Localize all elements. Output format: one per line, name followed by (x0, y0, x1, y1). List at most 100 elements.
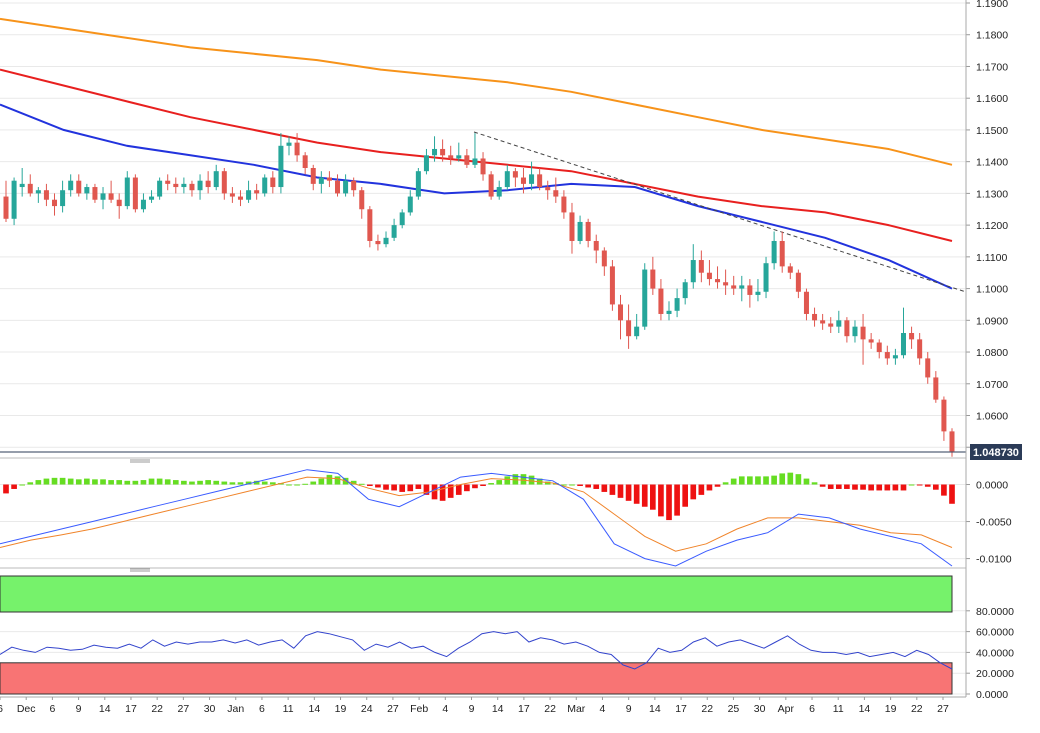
candle (900, 307, 906, 359)
candle (229, 187, 235, 203)
trendline[interactable] (473, 131, 967, 293)
candle-body (593, 240, 599, 251)
candle-body (779, 240, 785, 267)
candle (553, 177, 559, 203)
macd-histogram-bar (601, 484, 608, 492)
x-tick-label: 4 (442, 703, 448, 715)
candle (868, 333, 874, 349)
panel-resize-handle-2[interactable] (130, 567, 150, 573)
macd-histogram (3, 472, 955, 521)
candle-body (334, 180, 341, 194)
x-tick-label: 27 (937, 703, 949, 715)
candle (246, 180, 252, 203)
macd-gridlines (0, 484, 966, 560)
candle-body (76, 180, 82, 194)
candle-body (302, 155, 308, 169)
candle (828, 317, 834, 334)
resize-handle-hitbox[interactable] (130, 567, 150, 573)
candle (771, 231, 777, 270)
candle-body (949, 431, 955, 452)
candle (205, 171, 211, 194)
macd-histogram-bar (722, 482, 729, 485)
x-tick-label: Apr (778, 703, 795, 715)
candle-body (108, 193, 114, 200)
candle (149, 190, 155, 203)
candle-body (221, 171, 227, 194)
macd-histogram-bar (755, 476, 761, 485)
x-tick-label: 22 (701, 703, 713, 715)
x-tick-label: 27 (178, 703, 190, 715)
macd-histogram-bar (658, 484, 664, 517)
macd-histogram-bar (399, 484, 406, 492)
candle (221, 168, 227, 200)
candle (132, 174, 138, 213)
macd-histogram-bar (116, 480, 123, 485)
macd-histogram-bar (795, 474, 802, 485)
candle (739, 275, 745, 302)
panel-resize-handle-1[interactable] (130, 458, 150, 464)
candle (642, 263, 648, 330)
candle-body (763, 263, 769, 292)
candle-body (480, 158, 486, 175)
macd-histogram-bar (941, 484, 947, 496)
candle-body (537, 174, 543, 188)
candle-body (512, 171, 518, 178)
candle-body (698, 260, 704, 273)
candle-body (407, 196, 413, 213)
candle (237, 190, 243, 207)
candle-body (787, 266, 793, 273)
macd-histogram-bar (197, 480, 203, 485)
candle (941, 396, 947, 441)
macd-histogram-bar (11, 484, 17, 489)
macd-histogram-bar (108, 480, 114, 485)
price-panel-bg (0, 0, 966, 455)
macd-histogram-bar (181, 480, 187, 485)
macd-histogram-bar (205, 480, 211, 485)
y-tick-label: 1.1400 (976, 157, 1008, 169)
candle-body (609, 266, 615, 305)
candle (706, 260, 712, 286)
candle (270, 171, 276, 194)
candle (569, 202, 575, 254)
macd-histogram-bar (464, 484, 470, 492)
macd-histogram-bar (617, 484, 624, 498)
candle-body (650, 269, 656, 289)
macd-histogram-bar (747, 476, 753, 485)
candle (27, 174, 33, 197)
candle-body (488, 174, 494, 197)
candle-body (229, 193, 235, 197)
candle (197, 174, 203, 200)
candle (844, 317, 850, 343)
candle (488, 171, 494, 200)
candle-body (278, 145, 284, 188)
x-tick-label: 24 (361, 703, 373, 715)
macd-histogram-bar (148, 478, 155, 485)
macd-histogram-bar (698, 484, 705, 495)
candle (52, 193, 58, 216)
candle-body (27, 183, 33, 194)
candle-body (35, 190, 41, 194)
candle (925, 352, 931, 384)
resize-handle-hitbox[interactable] (130, 458, 150, 464)
candle (884, 345, 890, 365)
candle (3, 180, 9, 222)
candle-body (432, 148, 438, 156)
macd-histogram-bar (730, 478, 737, 485)
candle (254, 183, 260, 200)
candle (917, 333, 923, 365)
macd-histogram-bar (358, 483, 365, 485)
candle-body (836, 320, 842, 327)
candle (545, 180, 551, 200)
x-axis: 6 Dec 6 9 14 17 22 27 30 Jan 6 11 14 19 24 27 Feb 4 9 14 17 2… (0, 697, 949, 715)
candle (415, 168, 421, 200)
macd-histogram-bar (811, 482, 818, 485)
macd-histogram-bar (577, 484, 583, 486)
candle (326, 171, 332, 188)
candle (100, 187, 106, 210)
candle (609, 260, 615, 311)
candle-body (925, 358, 931, 378)
x-tick-label: 6 (49, 703, 55, 715)
candle-body (731, 285, 737, 289)
macd-histogram-bar (75, 479, 82, 485)
x-tick-label: 25 (728, 703, 740, 715)
